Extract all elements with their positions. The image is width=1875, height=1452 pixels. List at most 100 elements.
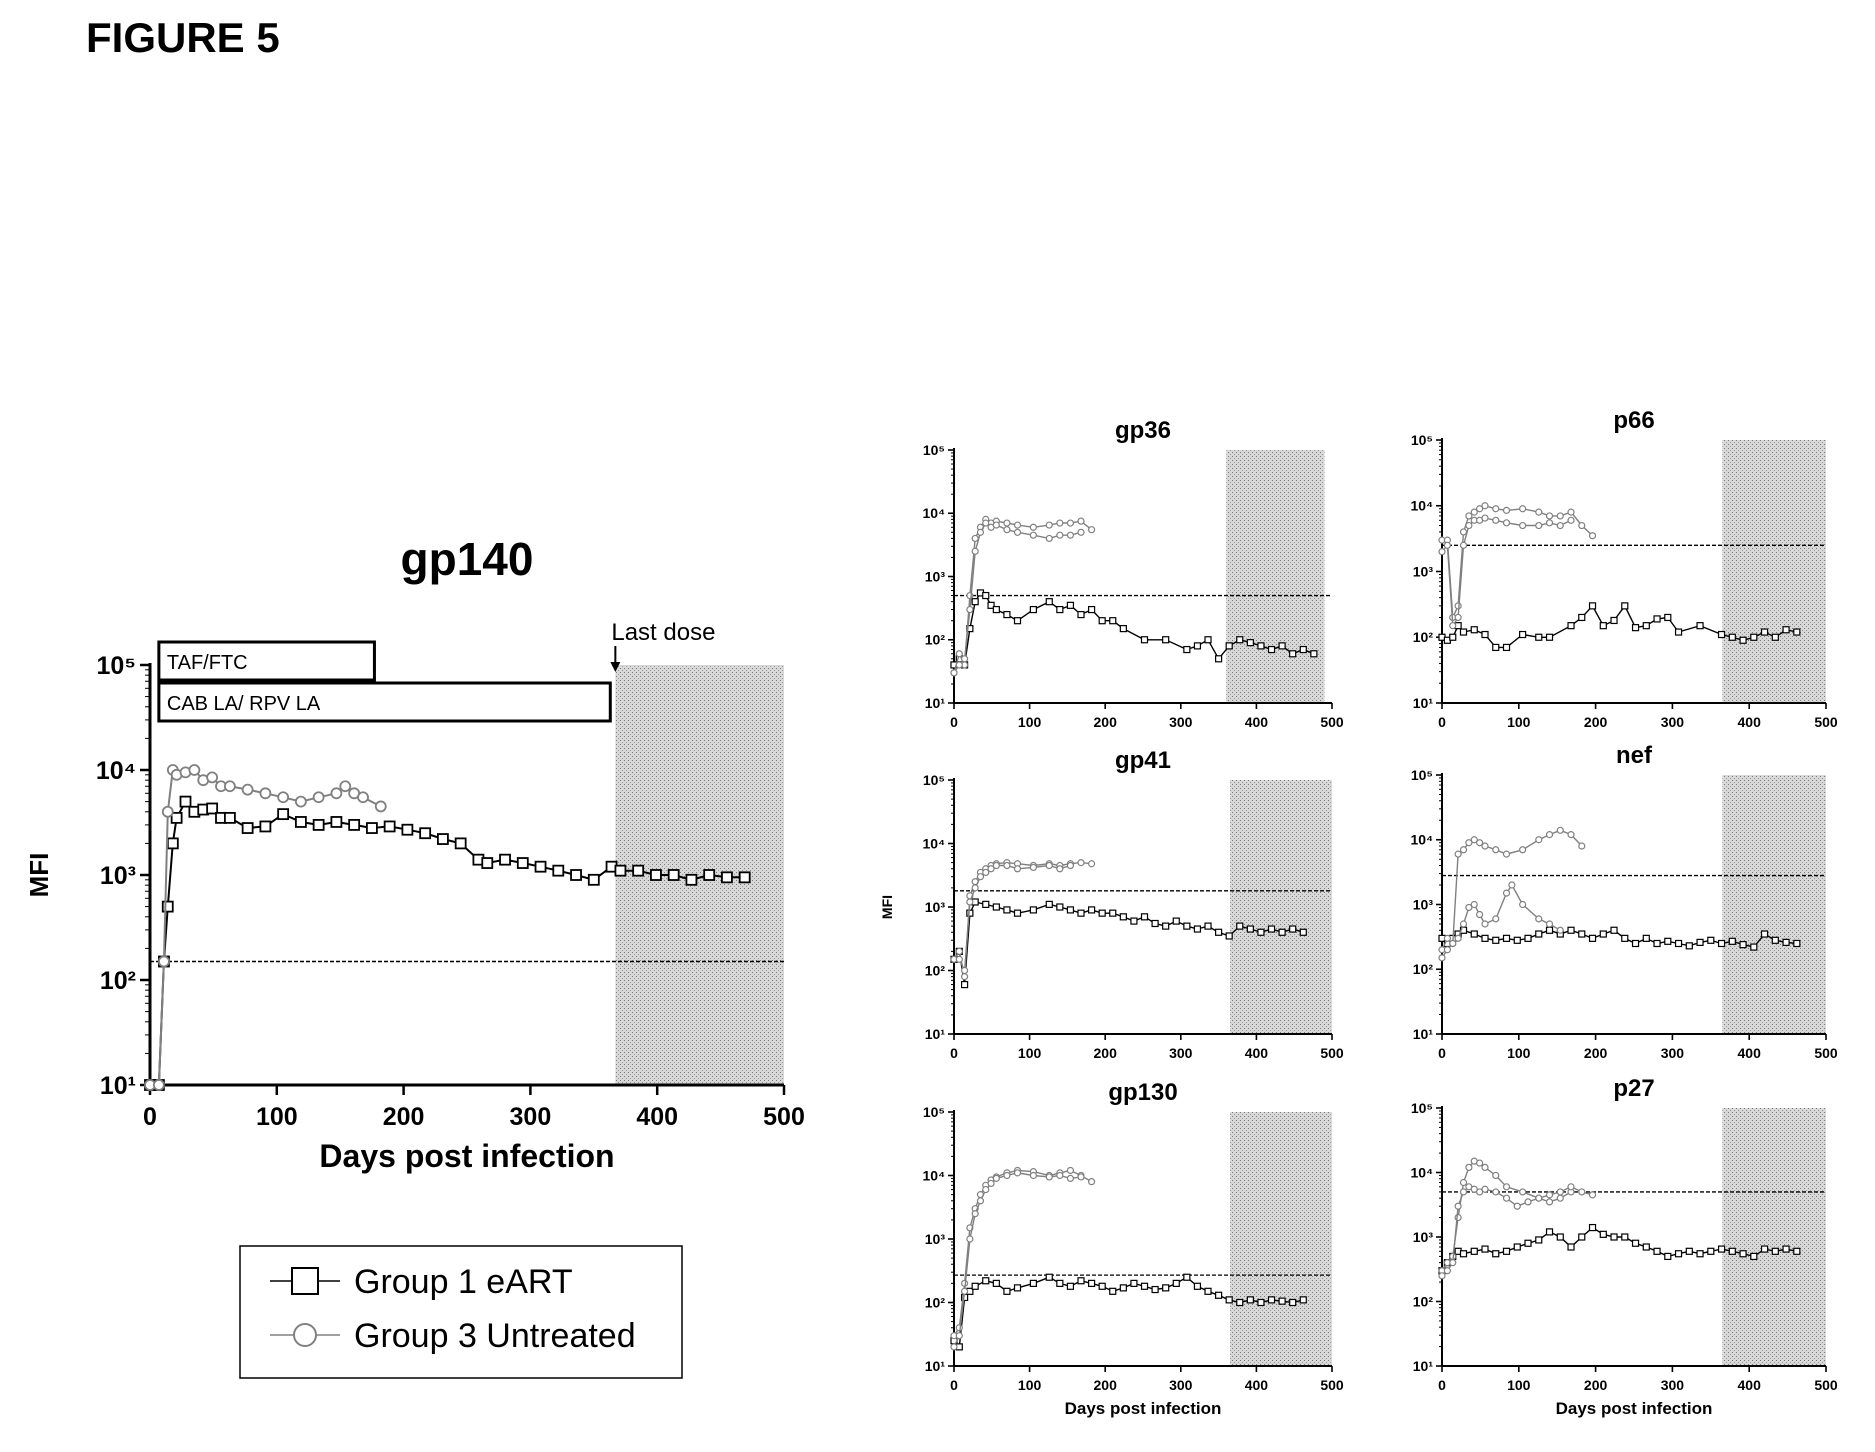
data-point-square (1130, 1279, 1138, 1287)
x-tick-label: 0 (950, 1377, 958, 1393)
y-tick-label: 10⁵ (923, 1104, 945, 1120)
data-point-circle (955, 947, 963, 955)
data-point-square (1492, 1250, 1500, 1258)
x-tick-label: 500 (1814, 1045, 1838, 1061)
data-point-square (277, 808, 290, 821)
y-tick-label: 10¹ (925, 1026, 946, 1042)
chart-nef: 10¹ 10² 10³ 10⁴ 10⁵ 0 100 200 300 400 500 nef (1411, 742, 1838, 1061)
chart-gp140: 10¹ 10² 10³ 10⁴ 10⁵ 0 100 200 300 400 500 gp140 Days… (24, 533, 805, 1174)
y-tick-label: 10² (1413, 961, 1434, 977)
data-point-square (1267, 645, 1276, 654)
data-point-circle (1556, 1188, 1564, 1196)
x-tick-label: 0 (950, 714, 958, 730)
series-group-3-untreated-b (1438, 881, 1564, 962)
last-dose-arrow-head (610, 662, 621, 672)
data-point-square (1782, 626, 1790, 634)
data-point-circle (1465, 839, 1473, 847)
data-point-square (1204, 922, 1212, 930)
data-point-square (1717, 939, 1726, 948)
data-point-square (1066, 906, 1075, 914)
data-point-square (1535, 930, 1543, 938)
data-point-square (1793, 1247, 1801, 1255)
data-point-square (365, 822, 378, 834)
x-tick-label: 500 (1814, 714, 1838, 730)
data-point-square (1707, 936, 1715, 944)
chart-gp41: 10¹ 10² 10³ 10⁴ 10⁵ 0 100 200 300 400 500 gp41 MFI (879, 747, 1344, 1061)
data-point-square (166, 837, 179, 850)
x-tick-label: 300 (1661, 1045, 1685, 1061)
data-point-square (1109, 617, 1117, 625)
data-point-square (721, 871, 733, 884)
x-tick-label: 500 (1320, 1377, 1344, 1393)
data-point-square (1610, 926, 1618, 934)
data-point-square (1793, 628, 1801, 636)
data-point-square (1066, 1282, 1075, 1290)
data-point-circle (374, 800, 387, 813)
data-point-circle (1519, 846, 1527, 854)
data-point-square (1470, 930, 1478, 938)
data-point-square (1642, 934, 1650, 942)
data-point-circle (1465, 521, 1473, 530)
data-point-circle (357, 791, 369, 804)
data-point-circle (1545, 519, 1554, 527)
data-point-square (1449, 633, 1457, 641)
data-point-square (1140, 913, 1149, 921)
data-point-square (206, 802, 219, 815)
shaded-region (1226, 450, 1325, 703)
data-point-circle (1502, 889, 1511, 897)
y-tick-label: 10⁵ (1411, 432, 1433, 448)
data-point-square (1289, 650, 1297, 658)
y-tick-label: 10⁴ (923, 505, 946, 521)
data-point-circle (1556, 512, 1564, 520)
data-point-square (1621, 1233, 1629, 1241)
data-point-circle (158, 955, 170, 968)
data-point-square (1214, 655, 1223, 663)
data-point-square (1029, 1279, 1037, 1287)
data-point-circle (1056, 519, 1064, 527)
data-point-circle (960, 1287, 969, 1295)
data-point-circle (960, 973, 969, 981)
data-point-square (1674, 1250, 1683, 1258)
data-point-circle (1502, 506, 1511, 514)
data-point-square (179, 795, 192, 808)
x-tick-label: 500 (1320, 1045, 1344, 1061)
data-point-circle (1502, 850, 1511, 858)
y-tick-label: 10² (925, 632, 946, 648)
data-point-square (1578, 930, 1586, 938)
data-point-square (632, 864, 645, 877)
x-axis-label: Days post infection (319, 1138, 614, 1174)
data-point-square (1013, 1284, 1022, 1292)
x-tick-label: 200 (1094, 1045, 1118, 1061)
data-point-square (1631, 624, 1640, 632)
data-point-square (1225, 1296, 1233, 1304)
data-point-circle (1545, 1191, 1554, 1199)
series-group-3-untreated-a (1438, 1157, 1575, 1275)
data-point-square (1674, 628, 1683, 636)
data-point-circle (312, 791, 325, 804)
data-point-circle (1481, 502, 1489, 510)
data-point-square (1481, 934, 1489, 942)
chart-gp130: 10¹ 10² 10³ 10⁴ 10⁵ 0 100 200 300 400 500 gp130 Days… (923, 1079, 1344, 1418)
data-point-circle (1535, 836, 1543, 844)
series-line (953, 1169, 1092, 1337)
chart-title: gp36 (1115, 417, 1171, 444)
data-point-square (383, 820, 396, 833)
data-point-circle (1567, 508, 1575, 516)
data-point-square (1492, 936, 1500, 944)
y-tick-label: 10⁵ (96, 652, 136, 680)
data-point-square (1481, 630, 1489, 639)
data-point-square (481, 857, 494, 869)
data-point-circle (1545, 1198, 1554, 1206)
data-point-square (1771, 633, 1779, 641)
data-point-square (1257, 1298, 1265, 1307)
legend-item: Group 3 Untreated (270, 1317, 636, 1355)
data-point-square (1140, 1282, 1149, 1290)
y-tick-label: 10⁵ (1411, 767, 1433, 783)
series-group-3-untreated-b (950, 519, 1085, 677)
series-group-3-untreated-a (950, 859, 1096, 981)
data-point-square (987, 601, 995, 609)
data-point-square (1077, 909, 1085, 917)
data-point-circle (992, 1174, 1000, 1183)
data-point-circle (1481, 514, 1489, 522)
x-tick-label: 100 (1507, 1377, 1531, 1393)
